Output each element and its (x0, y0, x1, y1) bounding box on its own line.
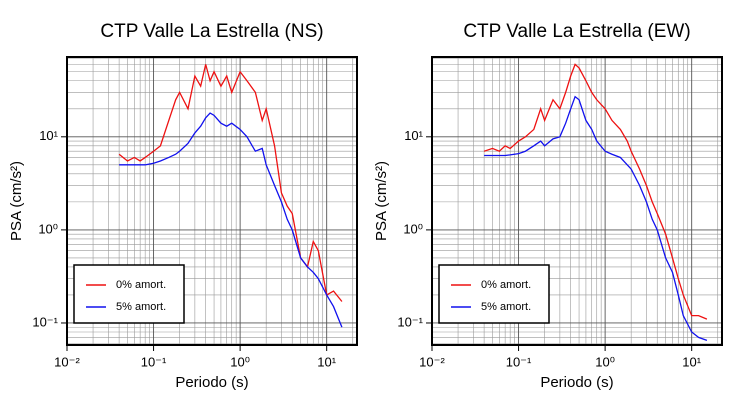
y-tick-label: 10⁰ (38, 221, 58, 236)
plot-frame (431, 56, 723, 346)
x-tick-label: 10⁰ (230, 354, 250, 369)
y-axis-label: PSA (cm/s²) (8, 161, 25, 241)
x-tick-label: 10⁻¹ (506, 354, 532, 369)
x-axis-label: Periodo (s) (540, 374, 613, 391)
x-tick-label: 10¹ (682, 354, 701, 369)
y-tick-label: 10¹ (404, 128, 423, 143)
legend-box (73, 264, 185, 324)
y-tick-label: 10⁰ (403, 221, 423, 236)
y-tick-label: 10⁻¹ (397, 314, 423, 329)
legend-label: 5% amort. (481, 301, 531, 313)
legend-label: 0% amort. (116, 279, 166, 291)
x-tick-label: 10⁻² (54, 354, 80, 369)
chart-title: CTP Valle La Estrella (EW) (463, 21, 690, 42)
legend-box (438, 264, 550, 324)
x-tick-label: 10⁻¹ (141, 354, 167, 369)
data-line (483, 63, 708, 320)
x-tick-label: 10⁻² (419, 354, 445, 369)
x-tick-label: 10⁰ (595, 354, 615, 369)
y-axis-label: PSA (cm/s²) (373, 161, 390, 241)
x-axis-label: Periodo (s) (175, 374, 248, 391)
y-tick-label: 10⁻¹ (32, 314, 58, 329)
chart-title: CTP Valle La Estrella (NS) (100, 21, 323, 42)
legend-label: 0% amort. (481, 279, 531, 291)
plot-frame (66, 56, 358, 346)
x-tick-label: 10¹ (317, 354, 336, 369)
data-line (484, 95, 708, 342)
data-line (119, 112, 343, 328)
y-tick-label: 10¹ (39, 128, 58, 143)
legend-label: 5% amort. (116, 301, 166, 313)
